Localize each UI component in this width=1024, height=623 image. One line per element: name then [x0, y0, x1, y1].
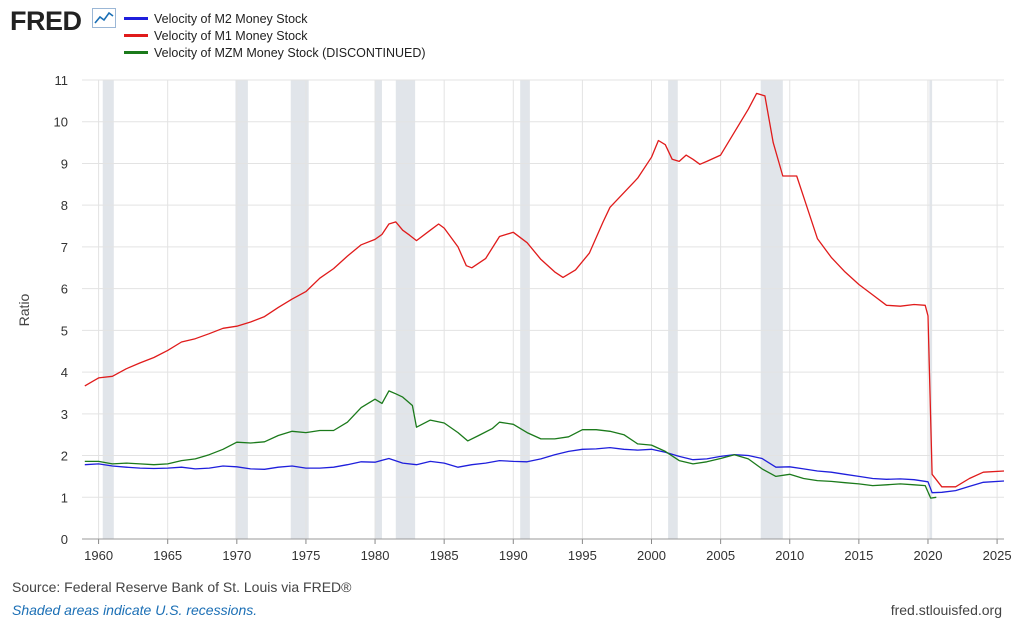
recession-band [235, 80, 248, 539]
legend-item-m2[interactable]: Velocity of M2 Money Stock [124, 10, 426, 27]
x-tick-label: 1985 [430, 548, 459, 563]
line-chart-icon [92, 8, 116, 33]
y-tick-label: 7 [61, 240, 68, 255]
x-tick-label: 1975 [291, 548, 320, 563]
recession-band [929, 80, 933, 539]
x-tick-label: 1980 [361, 548, 390, 563]
y-tick-label: 9 [61, 156, 68, 171]
y-tick-label: 0 [61, 532, 68, 547]
site-link[interactable]: fred.stlouisfed.org [890, 602, 1002, 618]
line-chart: 0 1 2 3 4 5 6 7 8 9 10 11 1960 1965 1970 1975 1980 1985 1… [16, 73, 1012, 563]
series-line-m1 [84, 92, 1005, 488]
x-tick-label: 2025 [983, 548, 1012, 563]
y-tick-label: 1 [61, 490, 68, 505]
x-tick-label: 2020 [914, 548, 943, 563]
recession-band [290, 80, 309, 539]
y-tick-label: 6 [61, 282, 68, 297]
legend-swatch-m2 [124, 17, 148, 20]
x-tick-label: 1965 [153, 548, 182, 563]
y-tick-label: 4 [61, 365, 68, 380]
legend-swatch-mzm [124, 51, 148, 54]
x-tick-label: 2005 [706, 548, 735, 563]
y-tick-label: 5 [61, 323, 68, 338]
legend-swatch-m1 [124, 34, 148, 37]
x-tick-label: 1960 [84, 548, 113, 563]
recession-band [760, 80, 783, 539]
x-tick-label: 1995 [568, 548, 597, 563]
x-tick-label: 1990 [499, 548, 528, 563]
x-tick-label: 2015 [844, 548, 873, 563]
chart-header: FRED Velocity of M2 Money Stock Velocity… [0, 0, 1024, 62]
legend-label-m1: Velocity of M1 Money Stock [154, 28, 308, 43]
series-line-m2 [84, 446, 1005, 494]
y-tick-label: 2 [61, 449, 68, 464]
recession-band [102, 80, 114, 539]
recession-band [668, 80, 678, 539]
source-text: Source: Federal Reserve Bank of St. Loui… [12, 579, 352, 595]
fred-logo[interactable]: FRED [10, 6, 82, 36]
x-tick-label: 2000 [637, 548, 666, 563]
recession-band [375, 80, 382, 539]
recession-note: Shaded areas indicate U.S. recessions. [12, 602, 258, 618]
recession-band [395, 80, 416, 539]
y-tick-label: 3 [61, 407, 68, 422]
series-line-mzm [84, 390, 937, 499]
recession-band [520, 80, 530, 539]
legend: Velocity of M2 Money Stock Velocity of M… [124, 10, 426, 61]
legend-label-m2: Velocity of M2 Money Stock [154, 11, 308, 26]
y-tick-label: 10 [54, 115, 68, 130]
x-tick-label: 1970 [222, 548, 251, 563]
y-tick-label: 8 [61, 198, 68, 213]
x-tick-label: 2010 [775, 548, 804, 563]
legend-label-mzm: Velocity of MZM Money Stock (DISCONTINUE… [154, 45, 426, 60]
y-axis-label: Ratio [16, 293, 32, 326]
legend-item-m1[interactable]: Velocity of M1 Money Stock [124, 27, 426, 44]
y-tick-label: 11 [55, 73, 69, 88]
legend-item-mzm[interactable]: Velocity of MZM Money Stock (DISCONTINUE… [124, 44, 426, 61]
